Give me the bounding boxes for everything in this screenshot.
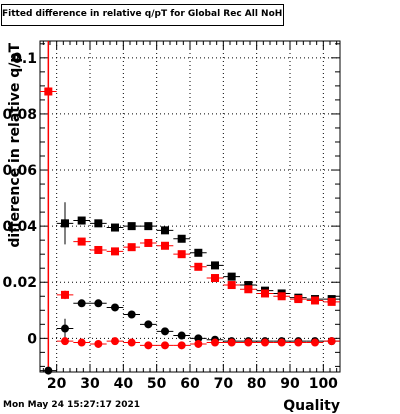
- data-point-square: [177, 234, 186, 243]
- data-point-square: [44, 87, 53, 96]
- data-point-circle: [44, 366, 53, 375]
- data-point-circle: [61, 337, 69, 346]
- data-point-square: [244, 285, 253, 294]
- data-point-circle: [111, 337, 119, 346]
- chart-title: Fitted difference in relative q/pT for G…: [2, 9, 283, 19]
- data-point-square: [161, 241, 169, 250]
- y-tick-label: 0.1: [12, 51, 37, 67]
- chart-title-box: Fitted difference in relative q/pT for G…: [1, 4, 284, 26]
- data-point-circle: [161, 327, 169, 336]
- data-point-square: [311, 296, 319, 305]
- timestamp: Mon May 24 15:27:17 2021: [3, 400, 141, 410]
- data-point-square: [94, 245, 103, 254]
- data-point-circle: [311, 338, 319, 347]
- plot-frame: [39, 40, 341, 373]
- data-point-square: [227, 272, 236, 281]
- y-tick-label: 0.06: [2, 163, 37, 179]
- x-tick-label: 100: [309, 376, 338, 392]
- data-point-circle: [244, 338, 253, 347]
- data-point-square: [277, 292, 286, 301]
- y-tick-label: 0: [27, 331, 37, 347]
- x-tick-label: 70: [214, 376, 234, 392]
- x-tick-label: 30: [80, 376, 100, 392]
- x-tick-label: 20: [47, 376, 67, 392]
- grid-lines: [40, 41, 340, 372]
- data-point-square: [261, 289, 269, 298]
- data-point-circle: [261, 338, 269, 347]
- data-point-circle: [277, 338, 286, 347]
- data-point-circle: [177, 341, 186, 350]
- x-tick-label: 80: [247, 376, 267, 392]
- data-point-square: [61, 219, 69, 228]
- data-point-circle: [61, 324, 69, 333]
- data-marks: [40, 41, 340, 375]
- data-point-circle: [144, 320, 153, 329]
- data-point-square: [144, 238, 153, 247]
- data-point-square: [327, 297, 336, 306]
- data-point-square: [211, 274, 219, 283]
- data-point-square: [61, 290, 69, 299]
- y-tick-label: 0.02: [2, 275, 37, 291]
- data-point-circle: [327, 337, 336, 346]
- x-tick-label: 90: [280, 376, 300, 392]
- data-point-circle: [211, 338, 219, 347]
- data-point-circle: [161, 341, 169, 350]
- x-tick-label: 60: [180, 376, 200, 392]
- data-point-circle: [227, 338, 236, 347]
- data-point-square: [111, 223, 119, 232]
- data-point-square: [77, 216, 86, 225]
- data-point-circle: [194, 334, 203, 343]
- data-point-circle: [94, 299, 103, 308]
- x-axis-title: Quality: [283, 398, 340, 414]
- data-point-circle: [177, 331, 186, 340]
- data-point-square: [194, 262, 203, 271]
- x-tick-label: 40: [114, 376, 134, 392]
- data-point-square: [144, 222, 153, 231]
- data-point-square: [227, 281, 236, 290]
- data-point-circle: [111, 303, 119, 312]
- data-point-circle: [94, 339, 103, 348]
- data-point-square: [161, 226, 169, 235]
- x-tick-label: 50: [147, 376, 167, 392]
- data-point-circle: [77, 299, 86, 308]
- y-tick-label: 0.04: [2, 219, 37, 235]
- data-point-circle: [194, 339, 203, 348]
- data-point-square: [244, 281, 253, 290]
- data-point-square: [127, 222, 136, 231]
- data-point-circle: [127, 338, 136, 347]
- data-point-square: [177, 250, 186, 259]
- axes: 20 30 40 50 60 70 80 90 100 0 0.02 0.04 0.06 0.08 0.1: [2, 41, 340, 392]
- data-point-circle: [144, 341, 153, 350]
- data-point-square: [77, 237, 86, 246]
- data-point-square: [127, 243, 136, 252]
- data-point-circle: [77, 338, 86, 347]
- y-axis-title: difference in relative q/pT: [7, 43, 23, 248]
- data-point-square: [211, 261, 219, 270]
- data-point-square: [194, 248, 203, 257]
- data-point-square: [94, 219, 103, 228]
- data-point-circle: [127, 310, 136, 319]
- data-point-circle: [294, 338, 303, 347]
- data-point-square: [111, 247, 119, 256]
- y-tick-label: 0.08: [2, 107, 37, 123]
- data-point-square: [294, 295, 303, 304]
